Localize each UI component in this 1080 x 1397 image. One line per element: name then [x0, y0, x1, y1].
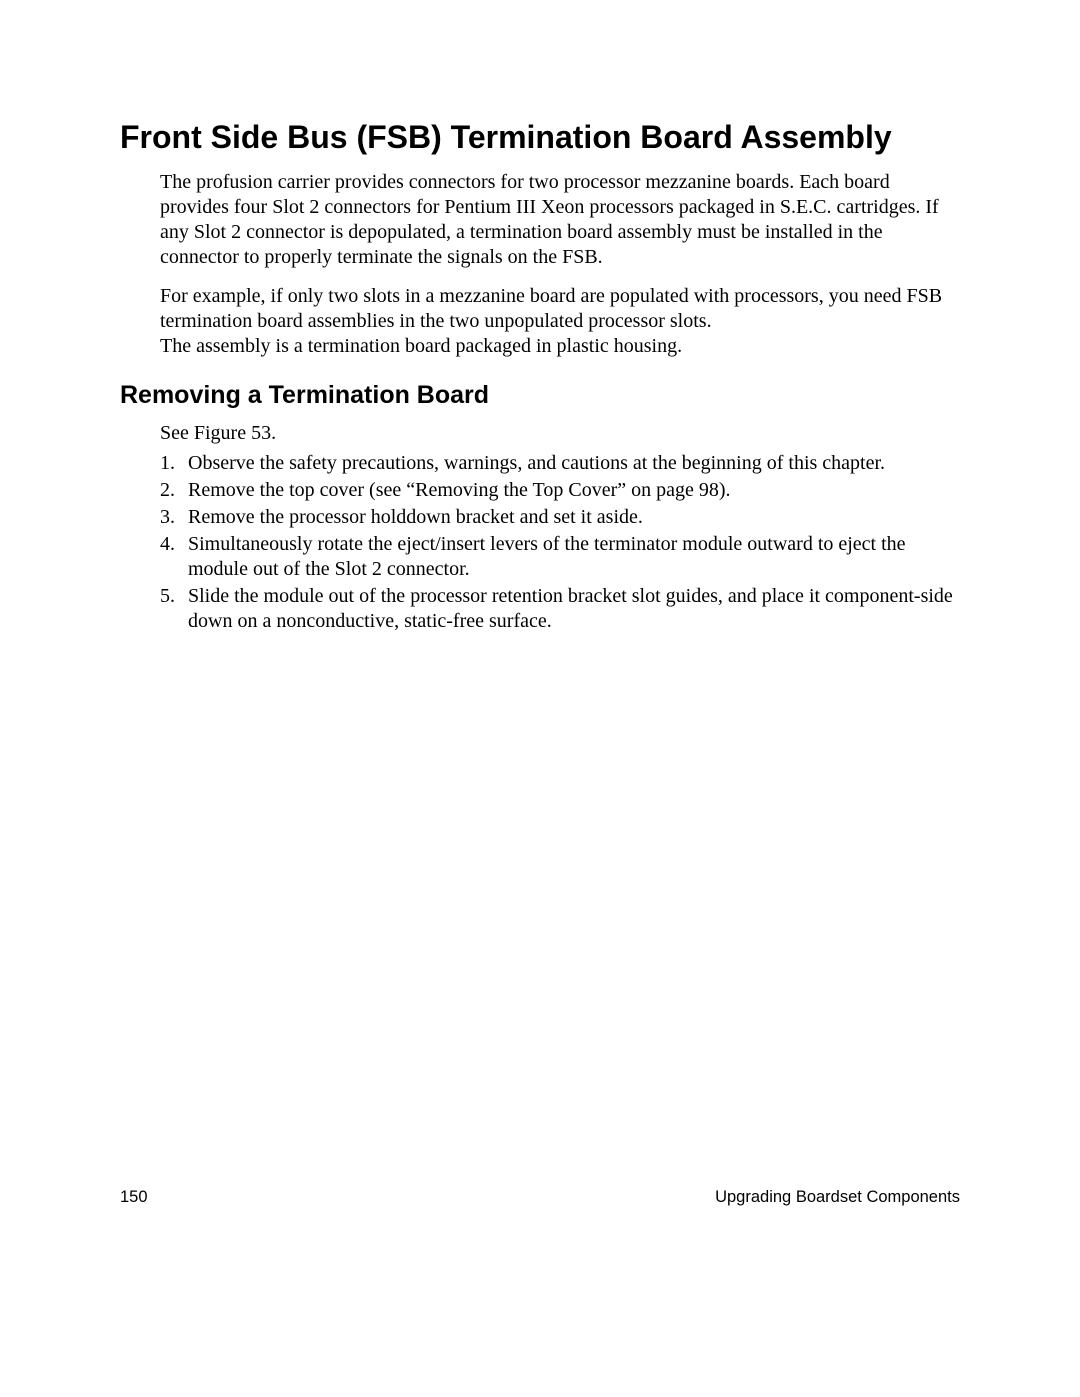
- section-heading: Removing a Termination Board: [120, 381, 960, 410]
- page-title: Front Side Bus (FSB) Termination Board A…: [120, 118, 960, 156]
- footer-section-title: Upgrading Boardset Components: [715, 1188, 960, 1207]
- intro-paragraph-2: For example, if only two slots in a mezz…: [160, 284, 960, 359]
- list-item: 5. Slide the module out of the processor…: [160, 584, 960, 634]
- list-item-text: Slide the module out of the processor re…: [188, 584, 960, 634]
- intro-paragraph-1: The profusion carrier provides connector…: [160, 170, 960, 270]
- list-item-text: Observe the safety precautions, warnings…: [188, 451, 960, 476]
- list-item-number: 4.: [160, 532, 188, 557]
- list-item-number: 3.: [160, 505, 188, 530]
- list-item-text: Remove the top cover (see “Removing the …: [188, 478, 960, 503]
- document-page: Front Side Bus (FSB) Termination Board A…: [0, 0, 1080, 1397]
- see-figure-reference: See Figure 53.: [160, 422, 960, 445]
- list-item-text: Simultaneously rotate the eject/insert l…: [188, 532, 960, 582]
- list-item: 2. Remove the top cover (see “Removing t…: [160, 478, 960, 503]
- page-number: 150: [120, 1188, 148, 1207]
- list-item-number: 1.: [160, 451, 188, 476]
- list-item-number: 2.: [160, 478, 188, 503]
- page-footer: 150 Upgrading Boardset Components: [120, 1188, 960, 1207]
- list-item: 1. Observe the safety precautions, warni…: [160, 451, 960, 476]
- list-item-text: Remove the processor holddown bracket an…: [188, 505, 960, 530]
- list-item-number: 5.: [160, 584, 188, 609]
- list-item: 3. Remove the processor holddown bracket…: [160, 505, 960, 530]
- procedure-list: 1. Observe the safety precautions, warni…: [160, 451, 960, 634]
- list-item: 4. Simultaneously rotate the eject/inser…: [160, 532, 960, 582]
